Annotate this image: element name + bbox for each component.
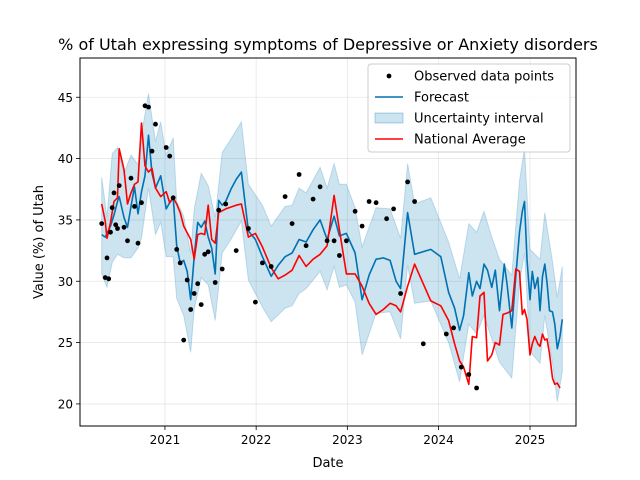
observed-point: [202, 251, 208, 257]
observed-point: [391, 206, 396, 212]
plot-frame: [79, 57, 577, 427]
observed-point: [282, 194, 288, 200]
legend-label-forecast: Forecast: [414, 91, 469, 106]
y-tick-label: 45: [58, 91, 73, 105]
observed-point: [181, 337, 187, 343]
observed-point: [109, 205, 115, 211]
observed-point: [223, 201, 229, 207]
observed-point: [317, 184, 323, 190]
observed-point: [128, 175, 134, 181]
x-tick-label: 2025: [515, 433, 546, 447]
observed-point: [216, 207, 222, 213]
observed-point: [177, 260, 183, 266]
observed-point: [474, 385, 479, 391]
observed-point: [146, 104, 151, 110]
observed-point: [405, 179, 410, 185]
observed-point: [337, 253, 342, 258]
observed-point: [219, 266, 225, 272]
x-tick-label: 2022: [241, 433, 272, 447]
observed-point: [296, 172, 302, 177]
observed-point: [443, 331, 449, 337]
y-tick-label: 20: [58, 397, 73, 411]
observed-point: [289, 221, 295, 227]
forecast-line: [101, 134, 564, 350]
observed-point: [104, 255, 110, 261]
observed-point: [132, 204, 137, 209]
observed-point: [260, 260, 265, 266]
observed-point: [466, 372, 472, 377]
y-tick-label: 25: [58, 336, 73, 350]
uncertainty-band: [101, 93, 563, 402]
observed-point: [212, 280, 218, 285]
chart-title: % of Utah expressing symptoms of Depress…: [58, 35, 598, 54]
observed-point: [451, 325, 456, 331]
observed-point: [135, 240, 141, 246]
observed-point: [116, 183, 122, 189]
observed-point: [121, 224, 127, 230]
legend-label-national-average: National Average: [414, 133, 526, 148]
observed-point: [412, 199, 417, 204]
observed-point: [108, 229, 113, 235]
observed-point: [198, 302, 204, 307]
observed-point: [125, 238, 130, 244]
x-axis-label: Date: [312, 456, 343, 471]
x-tick-label: 2023: [332, 433, 363, 447]
uncertainty-band-group: [101, 93, 563, 402]
observed-point: [195, 281, 201, 287]
observed-point: [246, 226, 251, 231]
y-axis-ticks: 20 25 30 35 40 45: [58, 91, 80, 411]
observed-point: [310, 196, 316, 202]
observed-point: [163, 145, 169, 150]
observed-point: [113, 222, 119, 228]
x-tick-label: 2021: [150, 433, 181, 447]
legend-label-uncertainty-interval: Uncertainty interval: [414, 112, 544, 127]
observed-point: [303, 243, 309, 249]
observed-point: [253, 299, 258, 305]
observed-point: [205, 249, 211, 255]
observed-point: [359, 223, 365, 229]
observed-point: [352, 208, 358, 214]
observed-point: [233, 248, 239, 254]
observed-point: [170, 195, 176, 201]
x-tick-label: 2024: [423, 433, 454, 447]
observed-point: [115, 226, 120, 231]
legend-marker-observed-data-points: [386, 73, 392, 79]
observed-point: [331, 238, 337, 244]
observed-point: [106, 276, 112, 282]
legend: Observed data points Forecast Uncertainty …: [367, 63, 571, 153]
observed-point: [139, 200, 144, 206]
observed-point: [373, 200, 379, 206]
legend-swatch-uncertainty-interval: [374, 112, 404, 124]
observed-point: [167, 153, 173, 159]
series-lines: [100, 122, 564, 389]
y-axis-label: Value (%) of Utah: [32, 185, 47, 299]
observed-point: [99, 221, 105, 227]
observed-point: [174, 247, 180, 252]
observed-point: [398, 291, 403, 296]
observed-point: [149, 148, 155, 154]
observed-point: [324, 238, 330, 244]
y-tick-label: 40: [58, 152, 73, 166]
y-tick-label: 30: [58, 275, 73, 289]
observed-point: [344, 238, 349, 244]
observed-point: [366, 199, 372, 204]
observed-point: [111, 190, 117, 196]
observed-point: [268, 264, 274, 269]
observed-point: [384, 216, 389, 222]
observed-point: [188, 307, 194, 312]
legend-box: [367, 63, 571, 153]
observed-points: [99, 103, 479, 391]
observed-point: [153, 121, 158, 127]
legend-label-observed-data-points: Observed data points: [414, 70, 554, 85]
observed-point: [191, 291, 197, 296]
national-average-line: [100, 122, 561, 389]
x-axis-ticks: 2021 2022 2023 2024 2025: [150, 426, 546, 447]
observed-point: [184, 277, 190, 283]
observed-point: [458, 364, 464, 370]
observed-point: [420, 341, 426, 347]
y-tick-label: 35: [58, 213, 73, 227]
